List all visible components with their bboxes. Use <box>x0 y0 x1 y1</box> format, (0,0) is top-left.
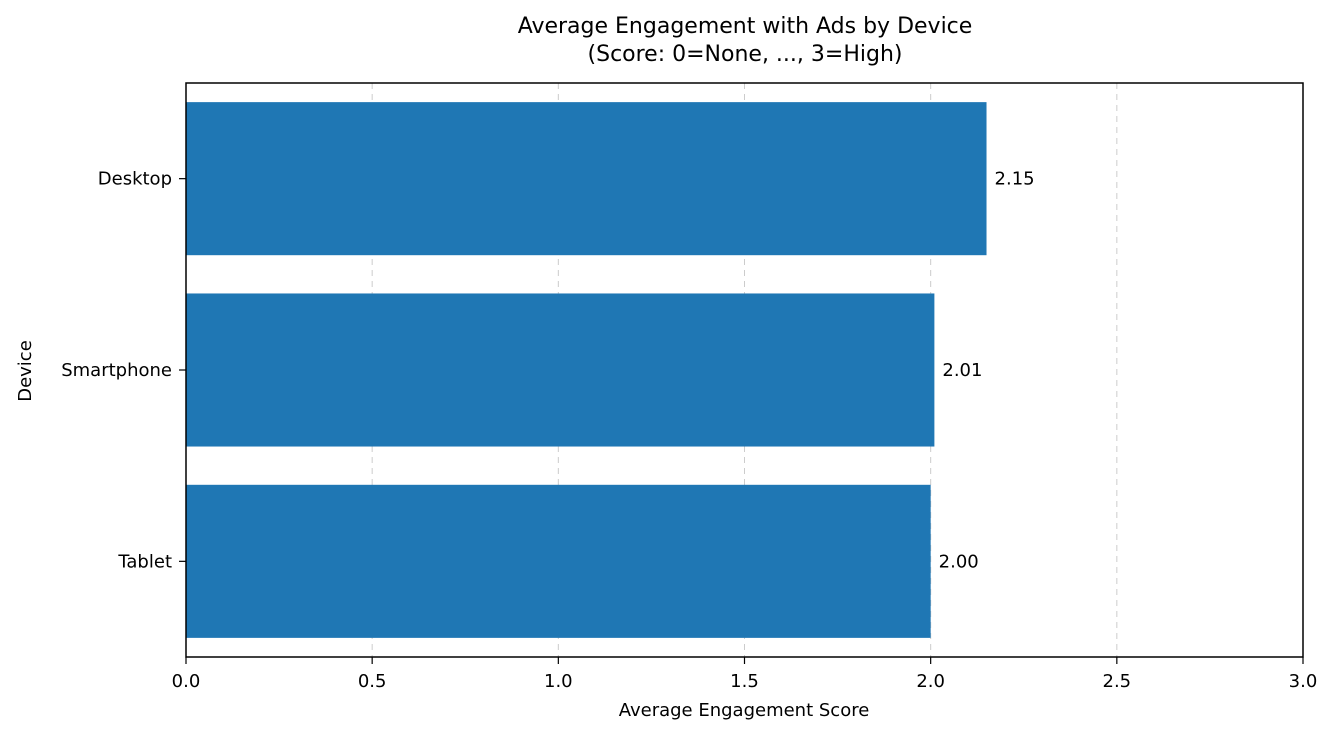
x-ticks: 0.0 0.5 1.0 1.5 2.0 2.5 3.0 <box>172 657 1318 692</box>
y-tick-label-smartphone: Smartphone <box>61 360 172 381</box>
value-label-tablet: 2.00 <box>939 551 979 572</box>
value-label-smartphone: 2.01 <box>942 360 982 381</box>
x-tick-label: 0.5 <box>358 671 387 692</box>
bar-tablet <box>186 484 931 638</box>
x-tick-label: 1.0 <box>544 671 573 692</box>
value-label-desktop: 2.15 <box>995 169 1035 190</box>
bar-desktop <box>186 102 987 256</box>
y-tick-label-tablet: Tablet <box>117 551 172 572</box>
bar-smartphone <box>186 293 935 447</box>
chart-title: Average Engagement with Ads by Device <box>518 14 973 39</box>
x-axis-label: Average Engagement Score <box>619 700 870 721</box>
y-ticks: Desktop Smartphone Tablet <box>61 169 186 572</box>
x-tick-label: 3.0 <box>1289 671 1318 692</box>
x-tick-label: 0.0 <box>172 671 201 692</box>
value-labels: 2.15 2.01 2.00 <box>939 169 1035 573</box>
x-tick-label: 2.5 <box>1103 671 1132 692</box>
chart-subtitle: (Score: 0=None, ..., 3=High) <box>588 42 903 67</box>
y-axis-label: Device <box>15 340 36 402</box>
y-tick-label-desktop: Desktop <box>98 169 172 190</box>
x-tick-label: 1.5 <box>730 671 759 692</box>
x-tick-label: 2.0 <box>916 671 945 692</box>
bars <box>186 102 987 638</box>
